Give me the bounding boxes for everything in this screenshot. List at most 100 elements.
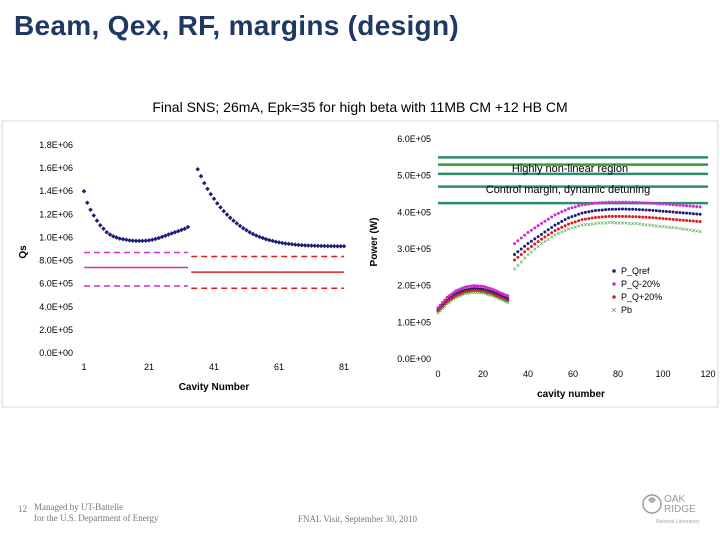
qs-point — [234, 221, 240, 226]
charts-frame — [1, 120, 719, 408]
power-point — [688, 204, 692, 208]
pb-point: × — [536, 244, 540, 251]
power-point — [651, 216, 655, 220]
legend-label: P_Q+20% — [621, 292, 662, 302]
qs-ytick-label: 0.0E+00 — [39, 348, 73, 358]
logo-leaf-shape — [648, 497, 656, 503]
power-point — [590, 216, 594, 220]
pb-point: × — [449, 298, 453, 305]
logo-text-lab: National Laboratory — [656, 519, 700, 525]
power-point — [610, 200, 614, 204]
power-point — [685, 218, 689, 222]
pb-point: × — [620, 220, 624, 227]
power-point — [479, 289, 483, 293]
pb-point: × — [664, 225, 668, 232]
power-point — [553, 229, 557, 233]
power-point — [550, 215, 554, 219]
power-point — [567, 222, 570, 226]
power-point — [691, 219, 695, 223]
qs-point — [117, 236, 123, 241]
power-point — [540, 232, 543, 236]
power-point — [604, 215, 608, 219]
legend-marker — [612, 295, 616, 299]
power-point — [516, 250, 520, 254]
power-ytick-label: 4.0E+05 — [397, 207, 431, 217]
qs-point — [247, 229, 253, 235]
power-point — [563, 218, 567, 222]
power-point — [614, 214, 618, 218]
pb-point: × — [617, 220, 621, 227]
power-point — [533, 242, 537, 246]
power-point — [661, 202, 665, 206]
pb-point: × — [570, 225, 574, 232]
power-point — [483, 285, 487, 289]
power-point — [634, 207, 638, 211]
pb-point: × — [553, 233, 557, 240]
pb-point: × — [681, 227, 685, 234]
pb-point: × — [580, 223, 584, 230]
power-point — [664, 217, 668, 221]
power-point — [456, 288, 460, 292]
pb-point: × — [499, 297, 503, 304]
power-point — [675, 210, 678, 214]
power-point — [540, 221, 543, 225]
logo-text-oak: OAK — [664, 494, 685, 505]
power-point — [526, 242, 530, 245]
pb-point: × — [607, 220, 611, 227]
power-point — [481, 289, 485, 293]
power-point — [621, 207, 624, 211]
power-point — [587, 210, 591, 214]
power-point — [570, 221, 574, 225]
power-point — [621, 200, 624, 204]
power-point — [688, 211, 692, 215]
power-point — [617, 200, 621, 204]
power-point — [624, 207, 628, 211]
power-point — [492, 293, 496, 297]
pb-point: × — [597, 221, 601, 228]
power-point — [610, 207, 614, 211]
power-point — [570, 215, 574, 219]
power-point — [506, 299, 510, 303]
power-point — [454, 289, 458, 293]
power-point — [452, 295, 456, 299]
qs-ytick-label: 1.4E+06 — [39, 186, 73, 196]
power-point — [447, 298, 451, 302]
power-xtick-label: 20 — [478, 369, 488, 379]
annotation-control-margin: Control margin, dynamic detuning — [486, 184, 650, 196]
power-point — [590, 209, 594, 213]
power-point — [695, 219, 699, 223]
power-point — [577, 212, 581, 216]
power-point — [641, 215, 645, 219]
power-point — [621, 214, 624, 218]
power-point — [513, 258, 516, 262]
power-point — [648, 215, 651, 219]
power-point — [587, 217, 591, 221]
pb-point: × — [546, 237, 550, 244]
power-point — [546, 228, 550, 232]
power-point — [483, 290, 487, 294]
power-point — [454, 294, 458, 298]
pb-point: × — [463, 291, 467, 298]
pb-point: × — [610, 220, 614, 227]
pb-point: × — [506, 300, 510, 307]
pb-point: × — [566, 226, 570, 233]
power-point — [486, 290, 489, 294]
power-point — [536, 235, 540, 239]
qs-point — [237, 223, 243, 229]
pb-point: × — [467, 291, 471, 298]
power-point — [573, 220, 577, 224]
qs-ytick-label: 8.0E+05 — [39, 256, 73, 266]
qs-xtick-label: 1 — [81, 362, 86, 372]
power-point — [637, 215, 641, 219]
power-point — [523, 233, 527, 237]
power-point — [536, 224, 540, 228]
power-chart-legend: P_Qref P_Q-20% P_Q+20% × Pb — [611, 266, 662, 315]
power-point — [597, 208, 601, 212]
power-point — [651, 208, 655, 212]
power-point — [654, 209, 658, 213]
power-point — [443, 302, 447, 306]
legend-marker — [612, 269, 616, 273]
power-point — [631, 215, 635, 219]
charts-svg: Qs Cavity Number 0.0E+00 2.0E+05 4.0E+05 6.… — [1, 120, 719, 408]
qs-point — [201, 180, 207, 186]
